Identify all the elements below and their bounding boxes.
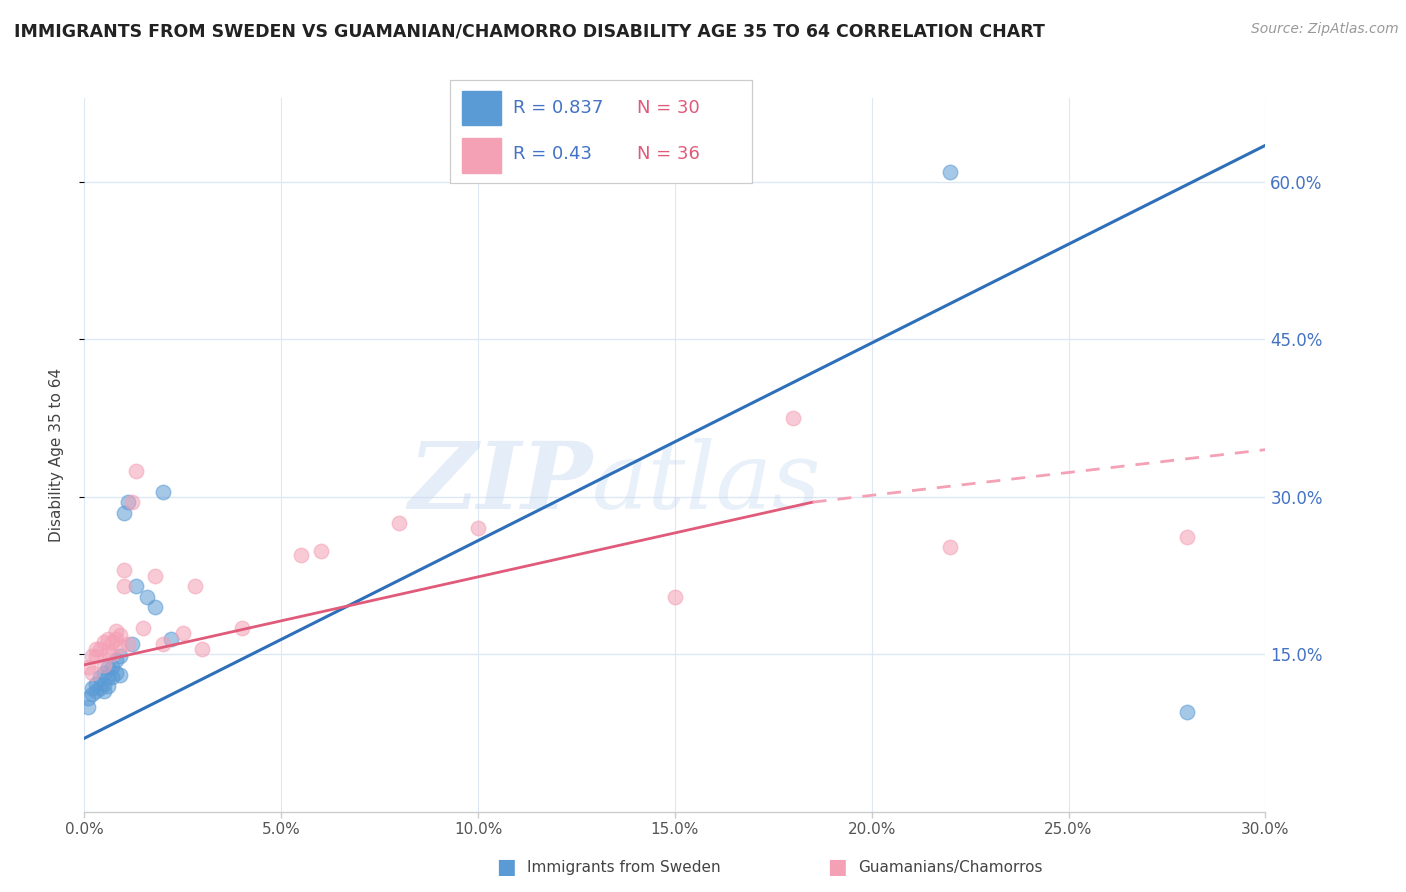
Point: [112, 579, 135, 593]
Point: [104, 666, 127, 681]
Point: [388, 516, 411, 530]
Bar: [463, 91, 502, 126]
Point: [143, 568, 166, 582]
Point: [1175, 530, 1198, 544]
Point: [112, 506, 135, 520]
Point: [93, 657, 115, 672]
Point: [112, 563, 135, 577]
Text: Guamanians/Chamorros: Guamanians/Chamorros: [858, 860, 1042, 874]
Point: [101, 660, 124, 674]
Point: [939, 541, 962, 555]
Point: [467, 521, 489, 535]
Point: [93, 676, 115, 690]
Point: [101, 648, 124, 662]
Point: [160, 632, 183, 646]
Point: [117, 495, 139, 509]
Point: [152, 637, 174, 651]
Point: [97, 670, 120, 684]
Point: [82, 666, 104, 681]
Bar: [463, 137, 502, 173]
Point: [97, 679, 120, 693]
Point: [82, 687, 104, 701]
Point: [172, 626, 194, 640]
Point: [124, 464, 146, 478]
Text: Immigrants from Sweden: Immigrants from Sweden: [527, 860, 721, 874]
Point: [939, 164, 962, 178]
Point: [117, 637, 139, 651]
Point: [124, 579, 146, 593]
Point: [152, 484, 174, 499]
Point: [782, 411, 804, 425]
Text: ■: ■: [496, 857, 516, 877]
Point: [77, 691, 100, 706]
Point: [664, 590, 686, 604]
Point: [89, 642, 111, 657]
Point: [183, 579, 205, 593]
Point: [84, 684, 107, 698]
Point: [121, 637, 143, 651]
Point: [121, 495, 143, 509]
Point: [97, 645, 120, 659]
Point: [108, 628, 131, 642]
Text: ZIP: ZIP: [408, 439, 592, 528]
Point: [77, 699, 100, 714]
Point: [89, 670, 111, 684]
Text: R = 0.43: R = 0.43: [513, 145, 592, 163]
Text: Source: ZipAtlas.com: Source: ZipAtlas.com: [1251, 22, 1399, 37]
Point: [108, 639, 131, 653]
Point: [108, 649, 131, 664]
Text: atlas: atlas: [592, 439, 821, 528]
Point: [104, 652, 127, 666]
Point: [82, 649, 104, 664]
Point: [93, 684, 115, 698]
Text: R = 0.837: R = 0.837: [513, 99, 603, 117]
Point: [132, 621, 155, 635]
Point: [89, 681, 111, 695]
Point: [101, 670, 124, 684]
Point: [101, 634, 124, 648]
Point: [84, 676, 107, 690]
Point: [108, 668, 131, 682]
Point: [136, 590, 159, 604]
Text: ■: ■: [827, 857, 846, 877]
Text: IMMIGRANTS FROM SWEDEN VS GUAMANIAN/CHAMORRO DISABILITY AGE 35 TO 64 CORRELATION: IMMIGRANTS FROM SWEDEN VS GUAMANIAN/CHAM…: [14, 22, 1045, 40]
Point: [191, 642, 214, 657]
Point: [82, 681, 104, 695]
Point: [309, 544, 332, 558]
Point: [93, 634, 115, 648]
Point: [290, 548, 312, 562]
Text: N = 36: N = 36: [637, 145, 700, 163]
Point: [143, 600, 166, 615]
Point: [84, 649, 107, 664]
Point: [97, 632, 120, 646]
Point: [104, 632, 127, 646]
Point: [104, 624, 127, 639]
Point: [1175, 705, 1198, 719]
Text: N = 30: N = 30: [637, 99, 700, 117]
Point: [93, 666, 115, 681]
Y-axis label: Disability Age 35 to 64: Disability Age 35 to 64: [49, 368, 63, 542]
Point: [77, 660, 100, 674]
Point: [231, 621, 253, 635]
Point: [97, 660, 120, 674]
Point: [84, 642, 107, 657]
